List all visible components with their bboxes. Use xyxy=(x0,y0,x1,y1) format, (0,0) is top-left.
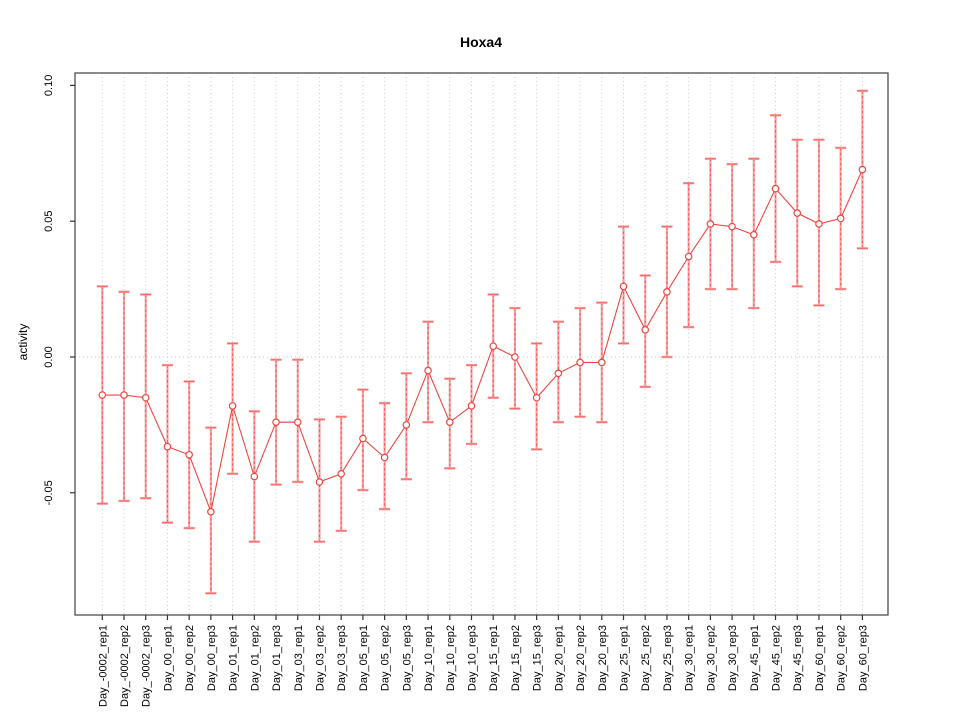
x-tick-label: Day_-0002_rep3 xyxy=(141,625,153,707)
data-point xyxy=(750,230,758,239)
x-tick-label: Day_25_rep3 xyxy=(662,625,674,691)
data-point xyxy=(706,220,715,228)
y-tick-label: 0.05 xyxy=(43,210,55,231)
series-line xyxy=(102,169,863,514)
data-point xyxy=(554,369,563,378)
data-point xyxy=(380,453,389,462)
data-series-layer xyxy=(98,165,867,516)
data-point xyxy=(315,478,324,486)
error-bar-layer xyxy=(96,89,868,595)
x-tick-label: Day_00_rep3 xyxy=(206,625,218,691)
x-tick-label: Day_01_rep1 xyxy=(228,625,240,691)
data-point xyxy=(597,358,606,367)
x-tick-label: Day_00_rep2 xyxy=(184,625,196,691)
x-tick-label: Day_30_rep2 xyxy=(705,625,717,691)
data-point xyxy=(663,288,671,296)
x-tick-label: Day_05_rep1 xyxy=(358,625,370,691)
x-tick-label: Day_30_rep3 xyxy=(727,625,739,691)
x-tick-label: Day_01_rep3 xyxy=(271,625,283,691)
x-tick-label: Day_03_rep3 xyxy=(336,625,348,691)
data-point xyxy=(207,508,215,516)
data-point xyxy=(641,326,650,334)
data-point xyxy=(141,393,150,402)
data-point xyxy=(815,220,823,228)
x-tick-label: Day_45_rep1 xyxy=(749,625,761,691)
y-tick-label: 0.10 xyxy=(43,75,55,96)
x-tick-label: Day_60_rep1 xyxy=(814,625,826,691)
y-tick-label: 0.00 xyxy=(43,346,55,367)
data-point xyxy=(489,342,498,350)
data-point xyxy=(728,222,736,231)
data-point xyxy=(337,469,345,478)
x-tick-label: Day_03_rep2 xyxy=(314,625,326,691)
x-tick-label: Day_05_rep3 xyxy=(401,625,413,691)
data-point xyxy=(576,358,584,367)
gridline-layer xyxy=(75,73,888,615)
data-point xyxy=(467,402,476,410)
x-tick-label: Day_10_rep2 xyxy=(445,625,457,691)
x-tick-label: Day_-0002_rep1 xyxy=(97,625,109,707)
plot-box xyxy=(74,72,889,616)
data-point xyxy=(163,442,172,451)
x-tick-label: Day_15_rep3 xyxy=(532,625,544,691)
x-tick-label: Day_15_rep1 xyxy=(488,625,500,691)
data-point xyxy=(793,209,802,217)
x-tick-label: Day_45_rep2 xyxy=(771,625,783,691)
axis-tick-layer: -0.05 0.00 0.05 0.10 Day_-0002_rep1 Day_-0002… xyxy=(43,75,869,707)
data-point xyxy=(272,418,280,426)
x-tick-label: Day_01_rep2 xyxy=(249,625,261,691)
data-point xyxy=(98,391,107,399)
data-point xyxy=(424,366,432,375)
data-point xyxy=(293,418,302,426)
data-point xyxy=(402,421,411,429)
data-point xyxy=(619,282,628,291)
chart-title: Hoxa4 xyxy=(460,34,502,50)
data-point xyxy=(185,450,193,459)
data-point xyxy=(120,391,128,399)
x-tick-label: Day_20_rep3 xyxy=(597,625,609,691)
x-tick-label: Day_60_rep2 xyxy=(836,625,848,691)
x-tick-label: Day_10_rep1 xyxy=(423,625,435,691)
x-tick-label: Day_15_rep2 xyxy=(510,625,522,691)
x-tick-label: Day_-0002_rep2 xyxy=(119,625,131,707)
data-point xyxy=(771,184,780,193)
y-axis-label: activity xyxy=(16,324,30,361)
data-point xyxy=(532,393,541,402)
x-tick-label: Day_20_rep1 xyxy=(553,625,565,691)
data-point xyxy=(684,252,693,261)
data-point xyxy=(511,353,519,361)
x-tick-label: Day_25_rep2 xyxy=(640,625,652,691)
x-tick-label: Day_10_rep3 xyxy=(466,625,478,691)
x-tick-label: Day_00_rep1 xyxy=(162,625,174,691)
x-tick-label: Day_30_rep1 xyxy=(684,625,696,691)
data-point xyxy=(359,434,367,443)
plot-frame-layer xyxy=(74,72,889,616)
x-tick-label: Day_60_rep3 xyxy=(857,625,869,691)
data-point xyxy=(836,214,845,223)
data-point xyxy=(250,472,259,481)
data-point xyxy=(445,418,454,426)
y-tick-label: -0.05 xyxy=(43,480,55,505)
x-tick-label: Day_03_rep1 xyxy=(293,625,305,691)
x-tick-label: Day_45_rep3 xyxy=(792,625,804,691)
data-point xyxy=(858,165,867,174)
x-tick-label: Day_05_rep2 xyxy=(380,625,392,691)
data-point xyxy=(228,402,237,410)
x-tick-label: Day_25_rep1 xyxy=(619,625,631,691)
x-tick-label: Day_20_rep2 xyxy=(575,625,587,691)
